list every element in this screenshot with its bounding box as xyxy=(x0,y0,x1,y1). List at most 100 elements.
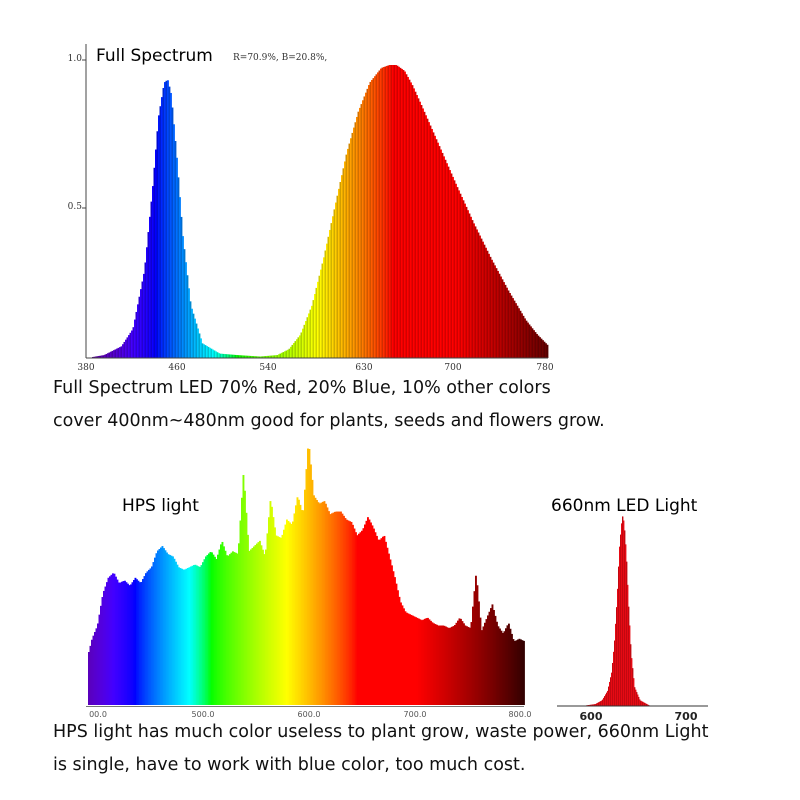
spectrum-bar xyxy=(446,163,448,358)
spectrum-bar xyxy=(357,111,360,358)
spectrum-bar xyxy=(366,88,369,358)
spectrum-bar xyxy=(161,97,163,359)
spectrum-bar xyxy=(347,148,349,358)
spectrum-bar xyxy=(257,356,259,358)
spectrum-bar xyxy=(325,503,327,705)
spectrum-bar xyxy=(182,236,184,358)
spectrum-bar xyxy=(274,527,276,705)
spectrum-bar xyxy=(404,71,406,359)
spectrum-bar xyxy=(242,474,245,705)
spectrum-bar xyxy=(598,702,600,706)
spectrum-bar xyxy=(140,581,143,705)
spectrum-bar xyxy=(380,538,383,705)
spectrum-bar xyxy=(499,628,501,705)
spectrum-bar xyxy=(419,619,422,705)
spectrum-bar xyxy=(384,66,387,358)
spectrum-bar xyxy=(248,355,250,358)
spectrum-bar xyxy=(476,229,478,358)
spectrum-bar xyxy=(596,703,598,706)
spectrum-bar xyxy=(227,555,230,705)
spectrum-bar xyxy=(632,668,634,706)
spectrum-bar xyxy=(210,348,213,358)
spectrum-bar xyxy=(332,216,334,358)
spectrum-bar xyxy=(622,516,624,706)
spectrum-bar xyxy=(301,510,303,705)
spectrum-bar xyxy=(359,532,362,705)
spectrum-bar xyxy=(121,581,123,705)
chart-title: 660nm LED Light xyxy=(551,496,698,516)
660nm-spectrum-area xyxy=(586,516,650,706)
spectrum-bar xyxy=(590,704,592,706)
spectrum-bar xyxy=(275,355,277,358)
spectrum-bar xyxy=(344,518,347,705)
spectrum-bar xyxy=(211,552,213,705)
spectrum-bar xyxy=(269,355,271,358)
spectrum-bar xyxy=(299,335,301,358)
caption-line-4: is single, have to work with blue color,… xyxy=(53,755,526,775)
spectrum-bar xyxy=(266,533,269,705)
spectrum-bar xyxy=(127,583,129,705)
spectrum-bar xyxy=(237,355,240,358)
spectrum-bar xyxy=(125,582,128,705)
spectrum-bar xyxy=(291,344,294,358)
spectrum-bar xyxy=(170,555,173,705)
spectrum-bar xyxy=(282,352,285,358)
spectrum-bar xyxy=(293,513,296,705)
spectrum-bar xyxy=(289,522,291,705)
spectrum-bar xyxy=(311,305,313,358)
spectrum-bar xyxy=(543,341,546,358)
spectrum-bar xyxy=(183,249,186,358)
spectrum-bar xyxy=(332,512,335,705)
spectrum-bar xyxy=(486,250,489,358)
x-tick-label: 700 xyxy=(675,710,698,723)
caption-line-3: HPS light has much color useless to plan… xyxy=(53,722,709,742)
spectrum-bar xyxy=(537,335,540,358)
spectrum-bar xyxy=(165,80,168,358)
spectrum-bar xyxy=(125,339,127,358)
spectrum-bar xyxy=(453,180,456,358)
spectrum-bar xyxy=(503,631,506,705)
spectrum-bar xyxy=(497,626,500,705)
spectrum-bar xyxy=(437,142,439,358)
spectrum-bar xyxy=(343,515,345,705)
spectrum-bar xyxy=(218,549,221,705)
spectrum-bar xyxy=(452,626,455,705)
spectrum-bar xyxy=(615,623,617,706)
spectrum-bar xyxy=(501,279,504,358)
spectrum-bar xyxy=(376,535,378,705)
spectrum-bar xyxy=(522,315,525,358)
spectrum-bar xyxy=(122,581,125,705)
spectrum-bar xyxy=(317,502,320,705)
spectrum-bar xyxy=(235,552,237,705)
spectrum-bar xyxy=(236,355,238,358)
spectrum-bar xyxy=(451,626,453,705)
spectrum-bar xyxy=(368,519,371,705)
spectrum-bar xyxy=(410,614,413,705)
spectrum-bar xyxy=(230,552,233,705)
spectrum-bar xyxy=(509,293,511,358)
spectrum-bar xyxy=(392,571,395,705)
spectrum-bar xyxy=(118,582,120,705)
spectrum-bar xyxy=(184,569,186,705)
spectrum-bar xyxy=(308,449,311,705)
x-tick-label: 780 xyxy=(536,363,553,373)
spectrum-bar xyxy=(305,469,308,705)
spectrum-bar xyxy=(539,337,541,358)
spectrum-bar xyxy=(493,610,495,705)
spectrum-bar xyxy=(417,98,420,358)
spectrum-bar xyxy=(317,281,319,358)
spectrum-bar xyxy=(278,354,280,358)
spectrum-bar xyxy=(194,318,196,358)
spectrum-bar xyxy=(179,568,182,705)
spectrum-bar xyxy=(348,143,351,358)
spectrum-bar xyxy=(239,355,241,358)
spectrum-bar xyxy=(159,106,162,358)
spectrum-bar xyxy=(128,585,131,705)
spectrum-bar xyxy=(404,611,407,705)
spectrum-bar xyxy=(500,630,503,705)
spectrum-bar xyxy=(273,355,276,358)
spectrum-bar xyxy=(644,702,646,706)
spectrum-bar xyxy=(475,575,477,705)
spectrum-bar xyxy=(534,332,537,358)
